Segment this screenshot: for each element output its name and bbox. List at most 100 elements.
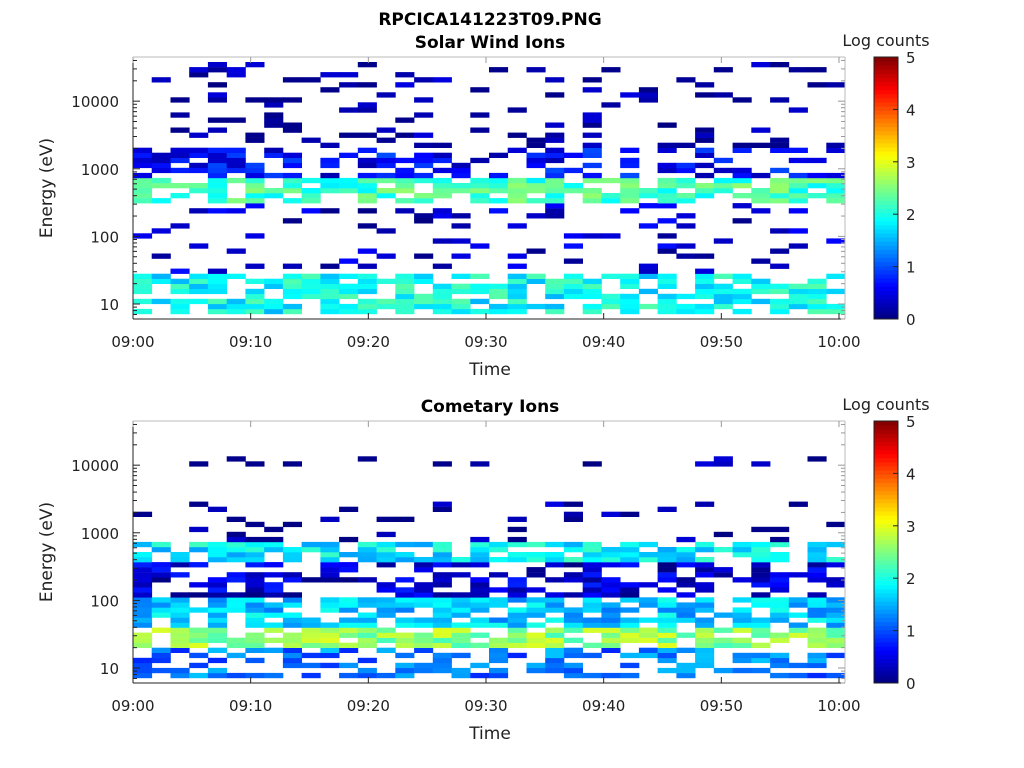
heatmap-cell <box>414 293 434 300</box>
heatmap-cell <box>282 521 302 528</box>
heatmap-cell <box>376 92 396 98</box>
heatmap-cell <box>151 607 171 613</box>
heatmap-cell <box>282 303 302 310</box>
colorbar-segment <box>874 433 898 438</box>
heatmap-cell <box>657 552 677 558</box>
colorbar-segment <box>874 261 898 267</box>
colorbar-segment <box>874 179 898 185</box>
y-tick-label: 10 <box>100 296 119 314</box>
heatmap-cell <box>301 541 321 548</box>
colorbar-segment <box>874 506 898 512</box>
heatmap-cell <box>582 567 602 573</box>
heatmap-cell <box>807 577 827 583</box>
heatmap-cell <box>582 162 602 169</box>
heatmap-cell <box>489 587 509 593</box>
heatmap-cell <box>657 612 677 618</box>
heatmap-cell <box>620 303 640 310</box>
heatmap-cell <box>207 632 227 638</box>
heatmap-cell <box>713 642 733 648</box>
heatmap-cell <box>470 193 490 199</box>
y-tick-label: 10000 <box>71 457 119 475</box>
heatmap-cell <box>563 617 583 623</box>
heatmap-cell <box>432 308 452 315</box>
heatmap-cell <box>432 298 452 305</box>
heatmap-cell <box>189 183 209 189</box>
heatmap-cell <box>432 582 452 588</box>
heatmap-cell <box>357 597 377 603</box>
heatmap-cell <box>788 67 808 73</box>
heatmap-cell <box>395 157 415 164</box>
x-tick-label: 09:00 <box>111 697 154 715</box>
heatmap-cell <box>507 582 527 588</box>
heatmap-cell <box>507 303 527 310</box>
heatmap-cell <box>189 627 209 633</box>
heatmap-cell <box>226 303 246 310</box>
heatmap-cell <box>376 547 396 553</box>
heatmap-cell <box>282 122 302 128</box>
heatmap-cell <box>770 672 790 679</box>
heatmap-cell <box>376 637 396 643</box>
heatmap-cell <box>301 188 321 194</box>
heatmap-cell <box>189 162 209 169</box>
heatmap-cell <box>151 541 171 548</box>
heatmap-cell <box>133 193 153 199</box>
heatmap-cell <box>301 288 321 295</box>
heatmap-cell <box>226 541 246 548</box>
heatmap-cell <box>807 82 827 88</box>
heatmap-cell <box>320 273 340 279</box>
heatmap-cell <box>395 308 415 315</box>
heatmap-cell <box>732 193 752 199</box>
heatmap-cell <box>788 293 808 300</box>
heatmap-cell <box>376 672 396 679</box>
heatmap-cell <box>207 198 227 204</box>
heatmap-cell <box>695 172 715 179</box>
heatmap-cell <box>264 592 284 598</box>
heatmap-cell <box>376 602 396 608</box>
heatmap-cell <box>451 273 471 279</box>
heatmap-cell <box>320 87 340 93</box>
heatmap-cell <box>451 642 471 648</box>
heatmap-cell <box>620 552 640 558</box>
heatmap-cell <box>170 622 190 628</box>
colorbar-segment <box>874 163 898 169</box>
heatmap-cell <box>207 607 227 613</box>
heatmap-cell <box>282 652 302 659</box>
heatmap-cell <box>676 672 696 679</box>
heatmap-cell <box>339 152 359 158</box>
heatmap-cell <box>133 298 153 305</box>
heatmap-cell <box>376 127 396 133</box>
heatmap-cell <box>507 557 527 563</box>
heatmap-cell <box>245 637 265 643</box>
heatmap-cell <box>657 597 677 603</box>
heatmap-cell <box>432 607 452 613</box>
heatmap-cell <box>339 672 359 679</box>
heatmap-cell <box>282 172 302 179</box>
heatmap-cell <box>545 193 565 199</box>
heatmap-cell <box>676 167 696 174</box>
heatmap-cell <box>676 552 696 558</box>
colorbar-segment <box>874 171 898 177</box>
heatmap-cell <box>226 248 246 254</box>
heatmap-cell <box>638 617 658 623</box>
heatmap-cell <box>788 672 808 679</box>
heatmap-cell <box>620 617 640 623</box>
heatmap-cell <box>170 667 190 674</box>
heatmap-cell <box>638 637 658 643</box>
heatmap-cell <box>376 157 396 164</box>
heatmap-cell <box>207 82 227 88</box>
heatmap-cell <box>676 253 696 259</box>
heatmap-cell <box>788 597 808 603</box>
heatmap-cell <box>395 288 415 295</box>
heatmap-cell <box>582 77 602 83</box>
heatmap-cell <box>133 572 153 578</box>
colorbar-segment <box>874 547 898 553</box>
heatmap-cell <box>638 647 658 653</box>
heatmap-cell <box>395 117 415 123</box>
heatmap-cell <box>676 308 696 315</box>
heatmap-cell <box>788 208 808 214</box>
heatmap-cell <box>638 303 658 310</box>
heatmap-cell <box>676 213 696 219</box>
heatmap-cell <box>713 238 733 244</box>
heatmap-cell <box>170 283 190 289</box>
heatmap-cell <box>320 647 340 653</box>
